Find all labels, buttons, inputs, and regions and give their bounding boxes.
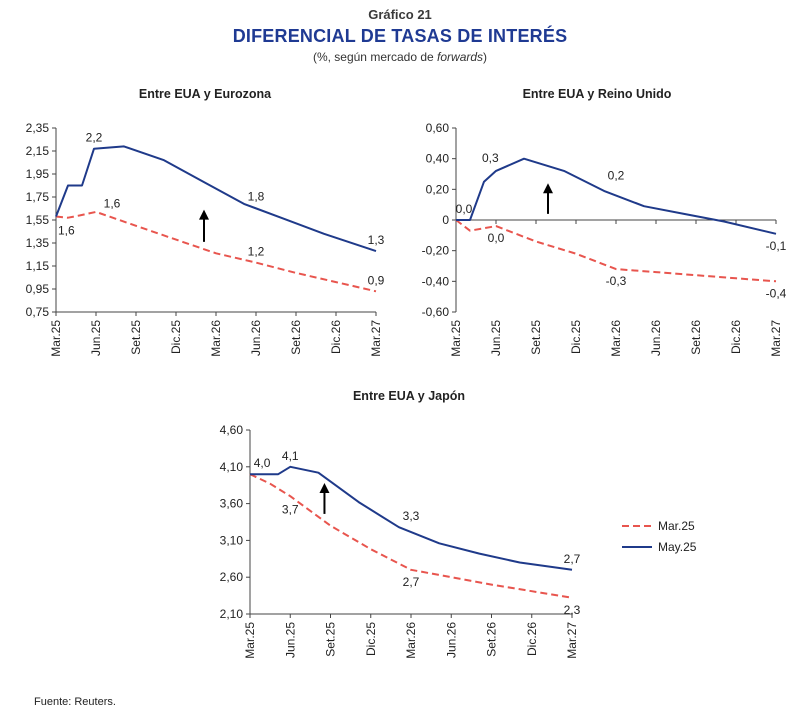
y-tick-label: 0,75 — [26, 305, 50, 319]
series-line-May-25 — [456, 157, 777, 235]
y-tick-label: 0 — [442, 213, 449, 227]
data-label: 0,0 — [456, 202, 473, 216]
data-label: 1,8 — [248, 189, 265, 203]
data-label: 3,3 — [403, 509, 420, 523]
data-label: -0,3 — [606, 274, 627, 288]
x-tick-label: Jun.26 — [249, 320, 263, 356]
data-label: -0,4 — [766, 286, 787, 300]
data-label: 0,3 — [482, 151, 499, 165]
y-tick-label: 1,95 — [26, 167, 50, 181]
data-label: 2,7 — [403, 575, 420, 589]
subtitle-em: forwards — [437, 50, 484, 64]
y-tick-label: 3,10 — [220, 533, 244, 547]
chart-1: Entre EUA y Eurozona 2,35 2,15 1,95 1,75 1,55… — [26, 87, 385, 357]
legend-label: May.25 — [658, 540, 697, 554]
y-tick-label: 1,75 — [26, 190, 50, 204]
y-tick-label: 0,60 — [426, 121, 450, 135]
chart-title: Entre EUA y Japón — [353, 389, 465, 403]
subtitle-post: ) — [483, 50, 488, 64]
page-title: DIFERENCIAL DE TASAS DE INTERÉS — [232, 26, 568, 46]
x-tick-label: Mar.27 — [565, 622, 579, 659]
x-tick-label: Dic.25 — [169, 320, 183, 354]
chart-number: Gráfico 21 — [368, 7, 432, 22]
x-tick-label: Set.25 — [324, 622, 338, 657]
x-tick-label: Mar.25 — [49, 320, 63, 357]
arrow-head-icon — [319, 482, 330, 493]
x-tick-label: Jun.26 — [649, 320, 663, 356]
y-tick-label: 4,10 — [220, 460, 244, 474]
data-label: -0,1 — [766, 239, 787, 253]
x-tick-label: Set.26 — [485, 622, 499, 657]
arrow-head-icon — [543, 183, 553, 194]
data-label: 2,3 — [564, 603, 581, 617]
x-tick-label: Jun.25 — [283, 622, 297, 658]
data-label: 3,7 — [282, 503, 299, 517]
data-label: 0,9 — [368, 273, 385, 287]
y-tick-label: 1,55 — [26, 213, 50, 227]
x-tick-label: Dic.25 — [364, 622, 378, 656]
x-tick-label: Mar.26 — [209, 320, 223, 357]
legend-label: Mar.25 — [658, 519, 695, 533]
data-label: 1,6 — [58, 224, 75, 238]
x-tick-label: Dic.26 — [729, 320, 743, 354]
x-tick-label: Set.25 — [129, 320, 143, 355]
legend: Mar.25 May.25 — [622, 519, 697, 554]
data-label: 0,0 — [488, 231, 505, 245]
source-note: Fuente: Reuters. — [34, 696, 116, 708]
series-line-Mar-25 — [249, 473, 573, 599]
x-tick-label: Jun.26 — [444, 622, 458, 658]
y-tick-label: 0,95 — [26, 282, 50, 296]
x-tick-label: Dic.26 — [525, 622, 539, 656]
page-subtitle: (%, según mercado de forwards) — [0, 50, 800, 64]
series-line-May-25 — [250, 465, 573, 571]
x-tick-label: Mar.25 — [449, 320, 463, 357]
x-tick-label: Mar.25 — [243, 622, 257, 659]
x-tick-label: Set.25 — [529, 320, 543, 355]
y-tick-label: 3,60 — [220, 497, 244, 511]
y-tick-label: 0,20 — [426, 182, 450, 196]
data-label: 4,0 — [254, 456, 271, 470]
x-tick-label: Jun.25 — [489, 320, 503, 356]
data-label: 4,1 — [282, 449, 299, 463]
x-tick-label: Dic.25 — [569, 320, 583, 354]
y-tick-label: 2,15 — [26, 144, 50, 158]
y-tick-label: -0,40 — [422, 274, 450, 288]
data-label: 1,3 — [368, 233, 385, 247]
y-tick-label: -0,60 — [422, 305, 450, 319]
subtitle-pre: (%, según mercado de — [312, 50, 438, 64]
y-tick-label: 2,35 — [26, 121, 50, 135]
data-label: 1,2 — [248, 245, 265, 259]
y-tick-label: 1,35 — [26, 236, 50, 250]
arrow-head-icon — [199, 209, 209, 220]
chart-title: Entre EUA y Eurozona — [139, 87, 272, 101]
data-label: 2,2 — [86, 131, 103, 145]
data-label: 1,6 — [104, 196, 121, 210]
y-tick-label: 4,60 — [220, 423, 244, 437]
chart-2: Entre EUA y Reino Unido 0,60 0,40 0,20 0 -0,2… — [422, 87, 787, 357]
y-tick-label: 0,40 — [426, 152, 450, 166]
x-tick-label: Dic.26 — [329, 320, 343, 354]
y-tick-label: 2,10 — [220, 607, 244, 621]
x-tick-label: Mar.26 — [404, 622, 418, 659]
x-tick-label: Mar.26 — [609, 320, 623, 357]
x-tick-label: Set.26 — [289, 320, 303, 355]
data-label: 0,2 — [608, 168, 625, 182]
chart-3: Entre EUA y Japón 4,60 4,10 3,60 3,10 2,60 2,1… — [220, 389, 581, 659]
data-label: 2,7 — [564, 552, 581, 566]
series-line-Mar-25 — [455, 219, 777, 283]
x-tick-label: Mar.27 — [769, 320, 783, 357]
x-tick-label: Jun.25 — [89, 320, 103, 356]
series-line-Mar-25 — [55, 210, 377, 293]
y-tick-label: -0,20 — [422, 244, 450, 258]
series-line-May-25 — [55, 145, 377, 253]
chart-title: Entre EUA y Reino Unido — [523, 87, 672, 101]
x-tick-label: Set.26 — [689, 320, 703, 355]
y-tick-label: 1,15 — [26, 259, 50, 273]
y-tick-label: 2,60 — [220, 570, 244, 584]
x-tick-label: Mar.27 — [369, 320, 383, 357]
